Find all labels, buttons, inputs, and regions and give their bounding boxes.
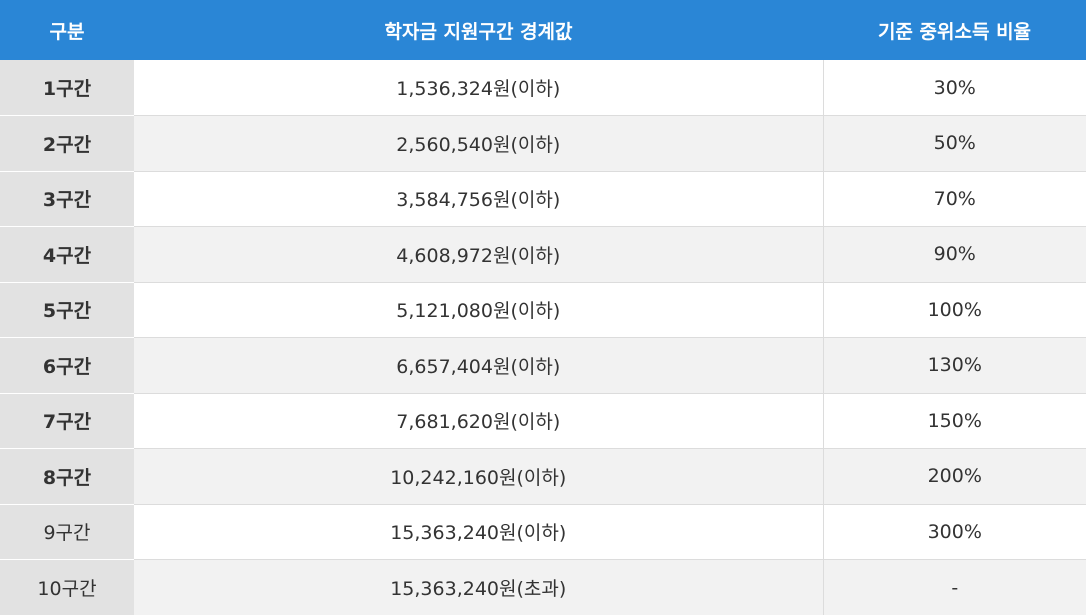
- row-ratio: 150%: [823, 393, 1086, 449]
- row-ratio: 130%: [823, 337, 1086, 394]
- row-ratio: 50%: [823, 115, 1086, 172]
- row-ratio: 90%: [823, 226, 1086, 283]
- row-section: 7구간: [0, 393, 134, 449]
- row-ratio: 200%: [823, 448, 1086, 505]
- header-ratio: 기준 중위소득 비율: [823, 0, 1086, 60]
- row-section: 2구간: [0, 115, 134, 172]
- row-threshold: 15,363,240원(초과): [134, 559, 824, 615]
- header-section: 구분: [0, 0, 134, 60]
- row-ratio: 100%: [823, 282, 1086, 338]
- table-row: 7구간 7,681,620원(이하) 150%: [0, 393, 1086, 449]
- table-row: 4구간 4,608,972원(이하) 90%: [0, 226, 1086, 283]
- row-section: 9구간: [0, 504, 134, 560]
- row-threshold: 7,681,620원(이하): [134, 393, 824, 449]
- row-section: 4구간: [0, 226, 134, 283]
- header-threshold: 학자금 지원구간 경계값: [134, 0, 823, 60]
- row-section: 10구간: [0, 559, 134, 615]
- row-section: 8구간: [0, 448, 134, 505]
- row-ratio: 30%: [823, 60, 1086, 116]
- table-row: 1구간 1,536,324원(이하) 30%: [0, 60, 1086, 116]
- row-threshold: 15,363,240원(이하): [134, 504, 824, 560]
- row-threshold: 2,560,540원(이하): [134, 115, 824, 172]
- row-ratio: -: [823, 559, 1086, 615]
- row-section: 6구간: [0, 337, 134, 394]
- table-row: 2구간 2,560,540원(이하) 50%: [0, 115, 1086, 172]
- table-row: 8구간 10,242,160원(이하) 200%: [0, 448, 1086, 505]
- row-threshold: 1,536,324원(이하): [134, 60, 824, 116]
- table-row: 10구간 15,363,240원(초과) -: [0, 559, 1086, 615]
- row-threshold: 10,242,160원(이하): [134, 448, 824, 505]
- row-section: 5구간: [0, 282, 134, 338]
- row-ratio: 70%: [823, 171, 1086, 227]
- table-row: 5구간 5,121,080원(이하) 100%: [0, 282, 1086, 338]
- row-ratio: 300%: [823, 504, 1086, 560]
- row-threshold: 5,121,080원(이하): [134, 282, 824, 338]
- row-threshold: 6,657,404원(이하): [134, 337, 824, 394]
- row-threshold: 4,608,972원(이하): [134, 226, 824, 283]
- table-header-row: 구분 학자금 지원구간 경계값 기준 중위소득 비율: [0, 0, 1086, 60]
- table-row: 6구간 6,657,404원(이하) 130%: [0, 337, 1086, 394]
- table-row: 3구간 3,584,756원(이하) 70%: [0, 171, 1086, 227]
- row-threshold: 3,584,756원(이하): [134, 171, 824, 227]
- row-section: 3구간: [0, 171, 134, 227]
- row-section: 1구간: [0, 60, 134, 116]
- table-row: 9구간 15,363,240원(이하) 300%: [0, 504, 1086, 560]
